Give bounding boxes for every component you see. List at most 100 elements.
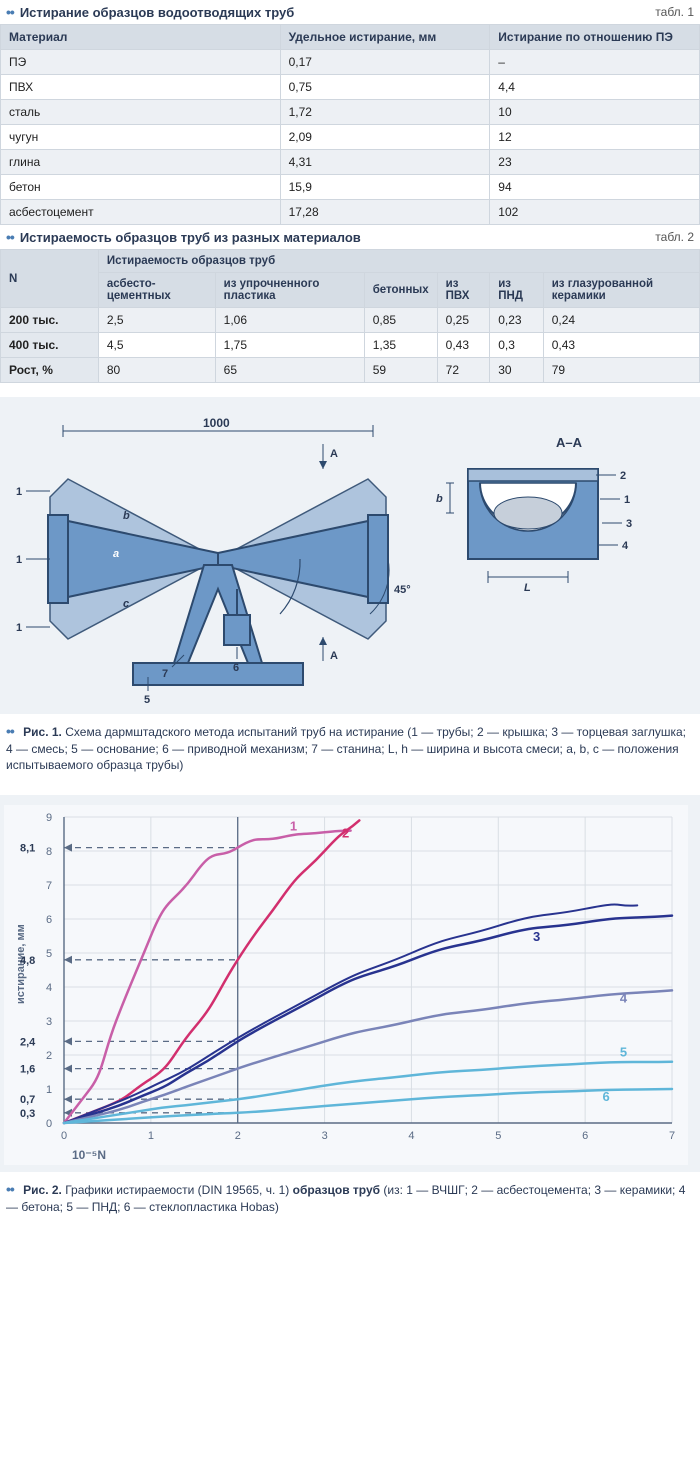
- table-cell: 1,35: [364, 333, 437, 358]
- table-cell: 12: [490, 125, 700, 150]
- table-cell: 0,75: [280, 75, 490, 100]
- svg-text:7: 7: [46, 880, 52, 892]
- table-cell: 1,75: [215, 333, 364, 358]
- svg-text:1000: 1000: [203, 416, 230, 430]
- table1-label: табл. 1: [655, 5, 694, 19]
- svg-text:L: L: [524, 582, 531, 594]
- table-cell: асбестоцемент: [1, 200, 281, 225]
- table1-col: Удельное истирание, мм: [280, 25, 490, 50]
- svg-text:1: 1: [624, 494, 630, 506]
- svg-text:5: 5: [495, 1130, 501, 1142]
- svg-text:6: 6: [603, 1089, 610, 1104]
- table2-label: табл. 2: [655, 230, 694, 244]
- table-cell: ПЭ: [1, 50, 281, 75]
- table-cell: 15,9: [280, 175, 490, 200]
- table-cell: 30: [490, 358, 544, 383]
- table-cell: 0,24: [543, 308, 699, 333]
- table-cell: ПВХ: [1, 75, 281, 100]
- svg-text:3: 3: [533, 929, 540, 944]
- table2-rowhead: 400 тыс.: [1, 333, 99, 358]
- table-cell: 2,09: [280, 125, 490, 150]
- svg-text:8: 8: [46, 846, 52, 858]
- figure2-caption: •• Рис. 2. Графики истираемости (DIN 195…: [0, 1172, 700, 1223]
- svg-text:A: A: [330, 650, 338, 662]
- svg-text:4: 4: [46, 982, 52, 994]
- svg-text:1: 1: [16, 622, 22, 634]
- svg-text:6: 6: [582, 1130, 588, 1142]
- table-cell: 0,43: [543, 333, 699, 358]
- table-cell: 72: [437, 358, 490, 383]
- table1-title-text: Истирание образцов водоотводящих труб: [20, 5, 294, 20]
- table-cell: 0,25: [437, 308, 490, 333]
- svg-text:A: A: [330, 448, 338, 460]
- chart-box: 012345670123456789истирание, мм10⁻⁵N8,14…: [0, 795, 700, 1172]
- svg-text:7: 7: [669, 1130, 675, 1142]
- svg-text:0,3: 0,3: [20, 1108, 35, 1120]
- svg-text:0: 0: [46, 1118, 52, 1130]
- svg-text:8,1: 8,1: [20, 843, 35, 855]
- table-cell: 4,4: [490, 75, 700, 100]
- fig2-after: образцов труб: [293, 1183, 380, 1197]
- bullet-icon: ••: [6, 229, 14, 245]
- table2-subcol: из ПВХ: [437, 273, 490, 308]
- table2: N Истираемость образцов труб асбесто-цем…: [0, 249, 700, 383]
- table2-rowhead: 200 тыс.: [1, 308, 99, 333]
- svg-text:b: b: [436, 493, 443, 505]
- table-cell: 4,31: [280, 150, 490, 175]
- table2-title: •• Истираемость образцов труб из разных …: [0, 225, 700, 249]
- table-cell: 65: [215, 358, 364, 383]
- svg-text:6: 6: [233, 662, 239, 674]
- table2-subcol: из упрочненного пластика: [215, 273, 364, 308]
- svg-text:3: 3: [322, 1130, 328, 1142]
- table-cell: 0,23: [490, 308, 544, 333]
- table-cell: 4,5: [98, 333, 215, 358]
- svg-text:a: a: [113, 548, 119, 560]
- svg-text:2: 2: [235, 1130, 241, 1142]
- table-cell: чугун: [1, 125, 281, 150]
- svg-text:9: 9: [46, 812, 52, 824]
- svg-text:1: 1: [46, 1084, 52, 1096]
- svg-text:1: 1: [148, 1130, 154, 1142]
- table-cell: 17,28: [280, 200, 490, 225]
- bullet-icon: ••: [6, 723, 14, 739]
- table-cell: 79: [543, 358, 699, 383]
- table-cell: –: [490, 50, 700, 75]
- fig2-paren: (DIN 19565, ч. 1): [198, 1183, 290, 1197]
- table-cell: 80: [98, 358, 215, 383]
- svg-text:3: 3: [46, 1016, 52, 1028]
- table-cell: 94: [490, 175, 700, 200]
- table2-subcol: асбесто-цементных: [98, 273, 215, 308]
- svg-text:5: 5: [144, 694, 150, 706]
- bullet-icon: ••: [6, 1181, 14, 1197]
- svg-text:2: 2: [342, 826, 349, 841]
- table-cell: 59: [364, 358, 437, 383]
- table-cell: 1,72: [280, 100, 490, 125]
- fig1-title: Схема дармштадского метода испытаний тру…: [65, 725, 404, 739]
- table2-group-head: Истираемость образцов труб: [98, 250, 699, 273]
- table-cell: 10: [490, 100, 700, 125]
- svg-text:2,4: 2,4: [20, 1037, 36, 1049]
- svg-text:A–A: A–A: [556, 435, 583, 450]
- table1: МатериалУдельное истирание, ммИстирание …: [0, 24, 700, 225]
- svg-text:5: 5: [620, 1045, 627, 1060]
- table2-title-text: Истираемость образцов труб из разных мат…: [20, 230, 361, 245]
- svg-text:c: c: [123, 598, 129, 610]
- table-cell: глина: [1, 150, 281, 175]
- table1-title: •• Истирание образцов водоотводящих труб…: [0, 0, 700, 24]
- figure1-caption: •• Рис. 1. Схема дармштадского метода ис…: [0, 714, 700, 781]
- table1-col: Истирание по отношению ПЭ: [490, 25, 700, 50]
- svg-text:2: 2: [46, 1050, 52, 1062]
- figure1-diagram: 1000AA45°abc111567A–AbL2134: [8, 409, 692, 709]
- chart-plot: 012345670123456789истирание, мм10⁻⁵N8,14…: [4, 805, 688, 1165]
- table-cell: 0,3: [490, 333, 544, 358]
- svg-text:4,8: 4,8: [20, 955, 35, 967]
- table-cell: бетон: [1, 175, 281, 200]
- svg-text:2: 2: [620, 470, 626, 482]
- table-cell: 23: [490, 150, 700, 175]
- svg-text:b: b: [123, 510, 130, 522]
- table-cell: 2,5: [98, 308, 215, 333]
- svg-text:1: 1: [16, 486, 22, 498]
- svg-text:3: 3: [626, 518, 632, 530]
- table-cell: 0,85: [364, 308, 437, 333]
- table-cell: 0,43: [437, 333, 490, 358]
